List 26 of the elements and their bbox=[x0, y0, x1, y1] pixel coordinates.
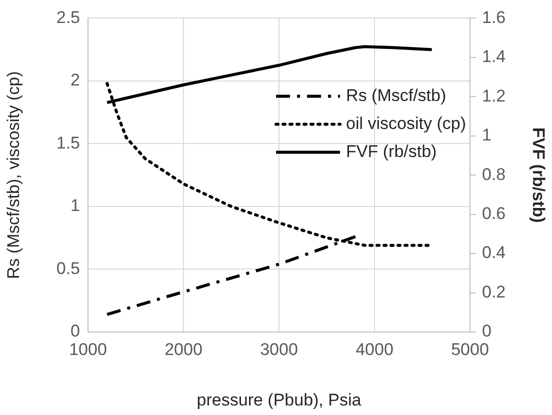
x-tick-label: 2000 bbox=[164, 340, 202, 359]
y-tick-label: 0.5 bbox=[56, 258, 80, 278]
y2-tick-label: 1.6 bbox=[482, 8, 506, 27]
y-axis-title: Rs (Mscf/stb), viscosity (cp) bbox=[4, 71, 23, 279]
y2-tick-label: 1.4 bbox=[482, 47, 506, 66]
legend-label: Rs (Mscf/stb) bbox=[346, 86, 446, 105]
y-tick-label: 2.5 bbox=[56, 8, 80, 27]
y2-tick-label: 0.8 bbox=[482, 164, 506, 184]
x-tick-label: 5000 bbox=[451, 340, 489, 359]
y2-tick-label: 1 bbox=[482, 126, 492, 145]
y-tick-label: 1.5 bbox=[56, 133, 80, 152]
y2-tick-label: 1.2 bbox=[482, 86, 506, 106]
y-tick-label: 0 bbox=[70, 322, 80, 341]
legend-label: FVF (rb/stb) bbox=[346, 142, 437, 161]
x-tick-label: 4000 bbox=[356, 340, 394, 359]
y-tick-label: 2 bbox=[70, 70, 80, 90]
y2-tick-label: 0.6 bbox=[482, 204, 506, 224]
y2-tick-label: 0.2 bbox=[482, 282, 506, 302]
legend-label: oil viscosity (cp) bbox=[346, 114, 466, 133]
y-tick-label: 1 bbox=[70, 196, 80, 216]
y2-tick-label: 0 bbox=[482, 322, 492, 341]
y2-tick-label: 0.4 bbox=[482, 243, 506, 262]
x-tick-label: 1000 bbox=[69, 340, 107, 359]
y2-axis-title: FVF (rb/stb) bbox=[529, 127, 548, 223]
x-tick-label: 3000 bbox=[260, 340, 298, 359]
x-axis-title: pressure (Pbub), Psia bbox=[196, 390, 362, 410]
